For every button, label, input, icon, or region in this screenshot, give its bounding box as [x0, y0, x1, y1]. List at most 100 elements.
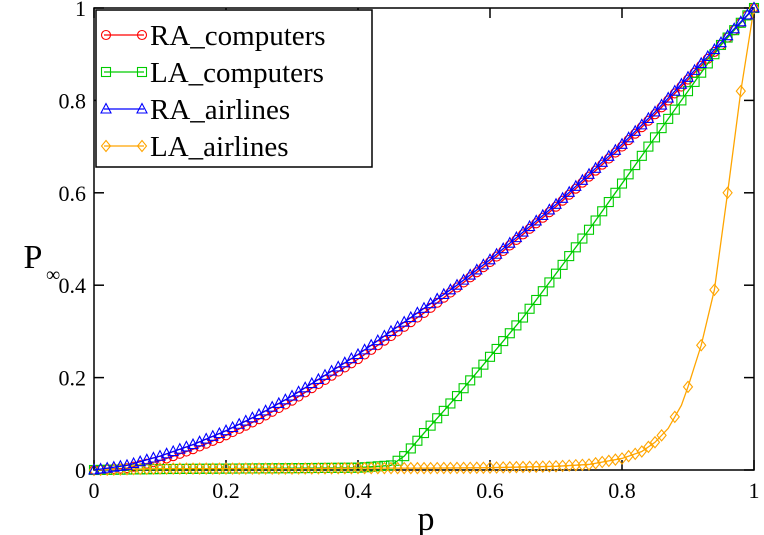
series-point — [544, 277, 555, 288]
series-point — [596, 155, 609, 167]
series-point — [597, 206, 608, 217]
series-point — [734, 15, 747, 27]
y-tick-label: 0.4 — [59, 273, 87, 298]
series-point — [722, 32, 733, 43]
series-point — [616, 178, 628, 189]
legend-marker — [100, 29, 112, 41]
legend-marker — [100, 139, 112, 153]
series-point — [577, 233, 588, 244]
series-point — [663, 113, 674, 124]
x-tick-label: 0 — [89, 478, 100, 503]
x-tick-label: 1 — [749, 478, 760, 503]
series-point — [689, 76, 700, 87]
y-tick-label: 0.2 — [59, 366, 87, 391]
series-point — [490, 247, 503, 259]
x-axis-title: p — [418, 501, 435, 535]
series-point — [635, 118, 648, 130]
legend-label: LA_computers — [150, 57, 324, 89]
series-point — [589, 161, 602, 173]
series-point — [114, 459, 127, 471]
series-point — [438, 405, 449, 416]
series-point — [682, 86, 694, 97]
legend-marker — [136, 66, 148, 78]
series-point — [147, 451, 160, 463]
series-point — [695, 56, 708, 68]
series-point — [497, 242, 510, 254]
series-point — [465, 375, 476, 386]
series-point — [498, 336, 509, 347]
series-point — [484, 253, 496, 265]
series-point — [445, 398, 456, 409]
series-point — [583, 224, 595, 235]
series-point — [563, 185, 576, 197]
legend-entry: RA_computers — [100, 20, 326, 52]
legend-entry: LA_airlines — [100, 131, 289, 163]
series-point — [458, 383, 469, 394]
x-tick-label: 0.8 — [608, 478, 636, 503]
series-point — [709, 283, 720, 297]
series-point — [524, 303, 535, 314]
series-point — [701, 49, 714, 62]
series-point — [517, 312, 529, 323]
legend-marker — [136, 29, 148, 41]
series-point — [735, 84, 747, 98]
series-point — [523, 219, 536, 232]
series-point — [642, 111, 655, 123]
series-point — [510, 230, 523, 243]
legend: RA_computers LA_computers RA_airlines LA_ai… — [95, 9, 373, 168]
series-point — [570, 242, 581, 253]
y-axis-title: P — [24, 239, 43, 276]
y-axis-title-subscript: ∞ — [46, 264, 60, 286]
series-point — [649, 435, 661, 449]
series-point — [418, 427, 430, 439]
series-point — [478, 359, 489, 370]
series-point — [503, 236, 516, 248]
series-point — [695, 338, 707, 352]
series-point — [511, 320, 522, 331]
series-point — [643, 141, 654, 152]
x-tick-label: 0.2 — [212, 478, 240, 503]
series-point — [134, 455, 147, 467]
series-point — [557, 259, 568, 270]
series-point — [425, 420, 436, 431]
series-point — [696, 67, 707, 78]
series-point — [610, 187, 621, 198]
y-tick-label: 0 — [75, 458, 86, 483]
series-point — [121, 458, 133, 470]
series-LA_airlines — [88, 1, 760, 477]
series-point — [630, 160, 641, 171]
series-point — [590, 215, 601, 226]
series-point — [655, 98, 668, 110]
series-point — [140, 453, 153, 465]
series-point — [702, 58, 713, 69]
series-point — [602, 149, 615, 161]
series-point — [94, 462, 107, 474]
series-RA_airlines — [88, 1, 760, 475]
series-point — [583, 167, 595, 179]
y-tick-label: 0.8 — [59, 88, 87, 113]
series-point — [107, 460, 120, 472]
series-point — [616, 137, 628, 149]
series-point — [676, 95, 687, 106]
legend-marker — [100, 102, 112, 114]
series-point — [748, 1, 760, 13]
series-point — [412, 435, 423, 446]
legend-marker — [100, 66, 112, 78]
series-point — [550, 268, 562, 279]
series-point — [668, 84, 681, 96]
series-point — [405, 443, 416, 454]
series-point — [101, 461, 114, 473]
series-point — [564, 251, 575, 262]
y-tick-label: 1 — [75, 0, 86, 21]
series-point — [556, 191, 569, 203]
series-point — [636, 445, 648, 458]
x-tick-label: 0.4 — [344, 478, 372, 503]
series-point — [715, 35, 727, 48]
series-layer — [88, 1, 760, 477]
series-point — [748, 1, 760, 15]
series-point — [576, 173, 589, 185]
series-point — [504, 328, 515, 339]
series-point — [399, 451, 410, 462]
series-point — [721, 29, 734, 41]
